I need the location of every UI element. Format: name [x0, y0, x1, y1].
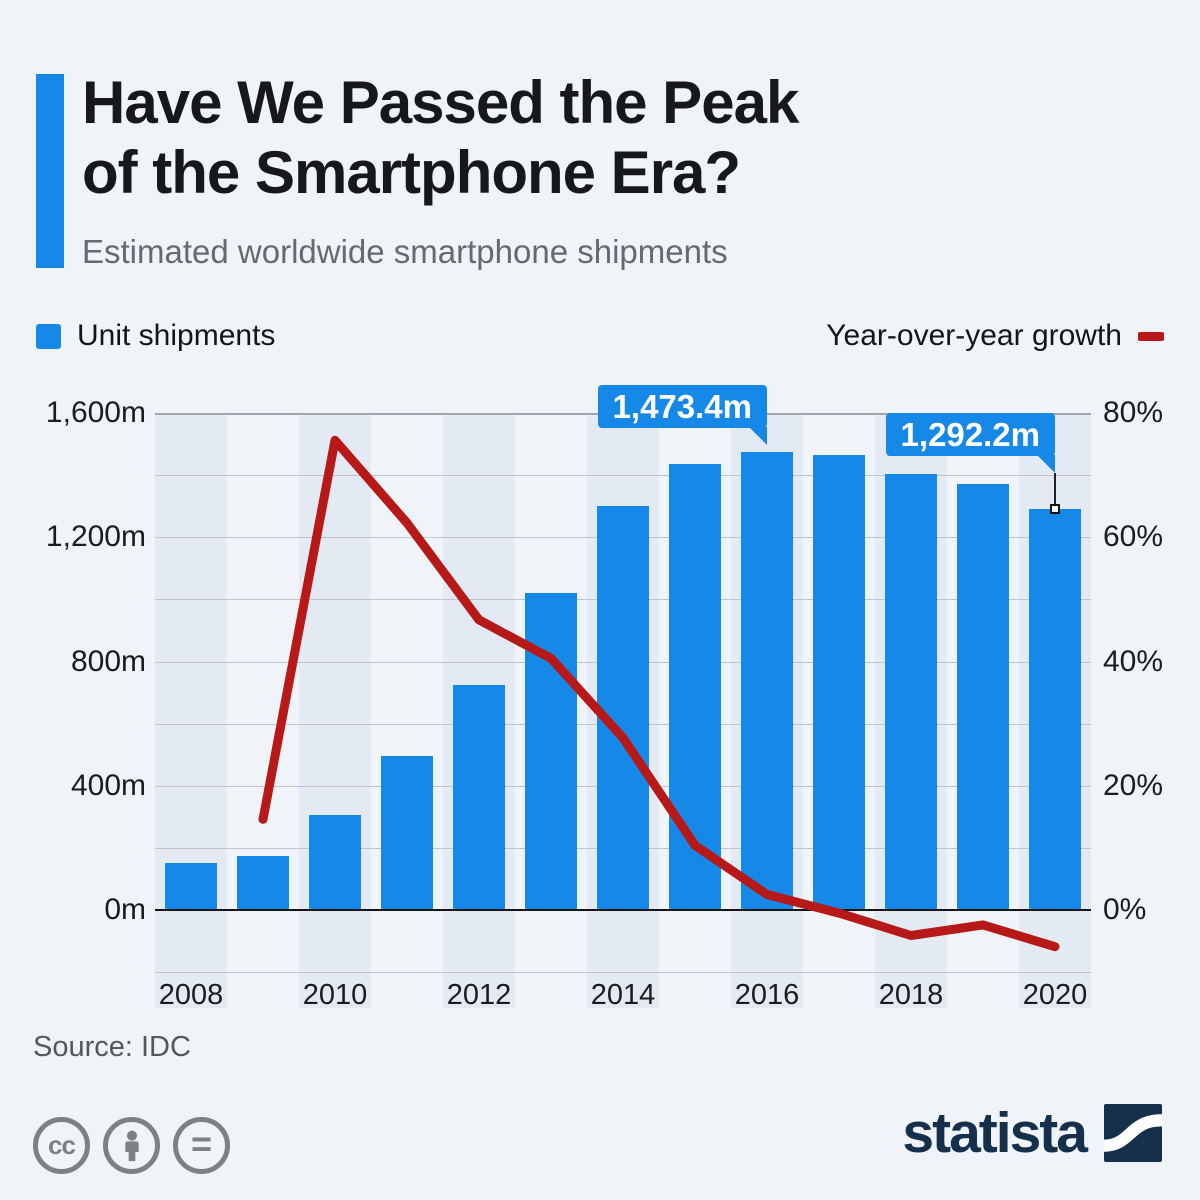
y-axis-label-right: 20%: [1103, 768, 1164, 802]
bar-2016: [741, 452, 793, 910]
x-axis-label-2016: 2016: [734, 979, 800, 1011]
cc-icon: cc: [33, 1117, 90, 1174]
source-note: Source: IDC: [33, 1031, 191, 1063]
legend-yoy-growth: Year-over-year growth: [826, 319, 1164, 353]
subtitle: Estimated worldwide smartphone shipments: [82, 233, 728, 270]
callout-connector: [1054, 473, 1056, 505]
grid-line: [155, 475, 1091, 476]
bar-2014: [597, 505, 649, 910]
bar-2020: [1029, 508, 1081, 910]
y-axis-label-right: 60%: [1103, 520, 1164, 554]
y-axis-label-left: 1,600m: [45, 396, 146, 429]
statista-logo: statista: [902, 1102, 1162, 1164]
y-axis-label-left: 800m: [70, 644, 146, 678]
bar-2010: [309, 815, 361, 910]
title-line-1: Have We Passed the Peak: [82, 69, 799, 136]
x-axis-label-2014: 2014: [590, 979, 656, 1011]
y-axis-label-right: 40%: [1103, 644, 1164, 678]
x-axis-label-2008: 2008: [158, 979, 224, 1011]
line-swatch-icon: [1138, 331, 1164, 341]
legend-yoy-growth-label: Year-over-year growth: [826, 319, 1122, 352]
bar-2011: [381, 756, 433, 910]
data-callout-2016: 1,473.4m: [597, 385, 767, 428]
legend-unit-shipments-label: Unit shipments: [77, 319, 276, 352]
y-axis-label-right: 0%: [1103, 893, 1147, 926]
cc-icon-glyph: cc: [48, 1130, 76, 1160]
x-axis-label-2020: 2020: [1022, 979, 1088, 1011]
bar-swatch-icon: [36, 323, 61, 349]
x-axis-label-2018: 2018: [878, 979, 944, 1011]
title-line-2: of the Smartphone Era?: [82, 139, 741, 206]
bar-2018: [885, 473, 937, 910]
bar-2008: [165, 862, 217, 910]
y-axis-label-right: 80%: [1103, 396, 1164, 429]
title-accent-bar: [36, 74, 64, 268]
y-axis-label-left: 0m: [104, 893, 146, 926]
bar-2009: [237, 856, 289, 910]
x-axis-label-2010: 2010: [302, 979, 368, 1011]
bar-2013: [525, 593, 577, 910]
legend-unit-shipments: Unit shipments: [36, 319, 275, 353]
statista-wordmark: statista: [902, 1101, 1088, 1165]
y-axis-label-left: 1,200m: [45, 520, 146, 554]
legend: Unit shipments Year-over-year growth: [36, 319, 1164, 353]
person-icon: [124, 1130, 139, 1161]
bar-2015: [669, 463, 721, 910]
bar-2019: [957, 484, 1009, 910]
plot-bottom-line: [155, 972, 1091, 973]
attribution-person-icon: [103, 1117, 160, 1174]
license-icons: cc =: [33, 1117, 230, 1174]
page-title: Have We Passed the Peak of the Smartphone…: [82, 68, 799, 208]
x-axis-line: [155, 909, 1091, 911]
year-band-2010: [299, 413, 371, 1008]
equals-icon: =: [173, 1117, 230, 1174]
data-callout-2020: 1,292.2m: [885, 413, 1055, 456]
y-axis-label-left: 400m: [70, 768, 146, 802]
statista-logo-mark-icon: [1104, 1104, 1162, 1162]
x-axis-label-2012: 2012: [446, 979, 512, 1011]
year-band-2008: [155, 413, 227, 1008]
callout-marker: [1050, 503, 1060, 514]
bar-2012: [453, 684, 505, 910]
equals-icon-glyph: =: [190, 1122, 213, 1164]
bar-2017: [813, 454, 865, 910]
